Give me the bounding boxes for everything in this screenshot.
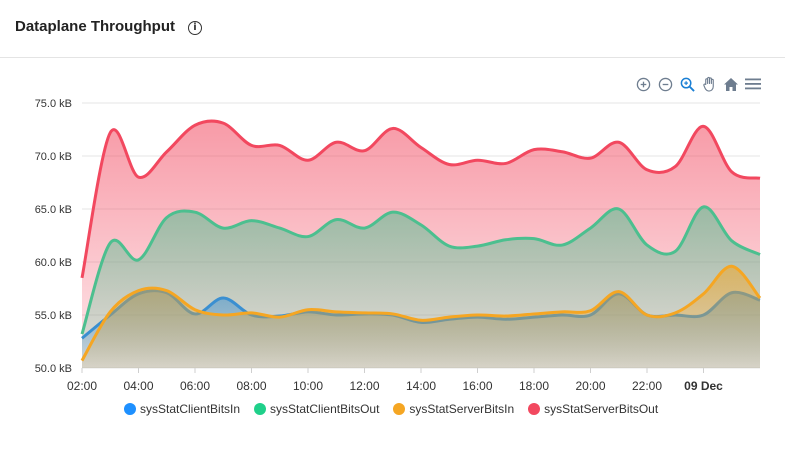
x-tick-label: 06:00 xyxy=(180,379,210,393)
legend-marker xyxy=(124,403,136,415)
x-tick-label: 22:00 xyxy=(632,379,662,393)
x-tick-label: 20:00 xyxy=(575,379,605,393)
legend-item-sysStatClientBitsOut[interactable]: sysStatClientBitsOut xyxy=(254,402,379,416)
legend-item-sysStatClientBitsIn[interactable]: sysStatClientBitsIn xyxy=(124,402,240,416)
y-tick-label: 75.0 kB xyxy=(35,98,72,110)
y-tick-label: 65.0 kB xyxy=(35,204,72,216)
x-tick-label: 14:00 xyxy=(406,379,436,393)
legend-label: sysStatClientBitsIn xyxy=(140,402,241,416)
zoom-out-icon[interactable] xyxy=(657,76,673,92)
x-tick-label: 16:00 xyxy=(462,379,492,393)
home-icon[interactable] xyxy=(723,76,739,92)
series-line-sysStatServerBitsOut xyxy=(80,119,761,279)
y-tick-label: 50.0 kB xyxy=(35,363,72,375)
pan-hand-icon[interactable] xyxy=(701,76,717,92)
y-tick-label: 60.0 kB xyxy=(35,257,72,269)
info-icon[interactable]: i xyxy=(188,21,202,35)
series-line-sysStatServerBitsIn xyxy=(80,264,762,362)
y-tick-label: 70.0 kB xyxy=(35,151,72,163)
chart-toolbar xyxy=(635,76,761,92)
legend-label: sysStatServerBitsIn xyxy=(409,402,515,416)
series-line-sysStatClientBitsOut xyxy=(80,205,761,335)
x-tick-label: 10:00 xyxy=(293,379,323,393)
panel-title: Dataplane Throughput xyxy=(15,18,175,35)
legend-marker xyxy=(254,403,267,415)
chart-legend: sysStatClientBitsIn sysStatClientBitsOut s… xyxy=(124,402,658,416)
legend-marker xyxy=(393,403,406,415)
legend-label: sysStatServerBitsOut xyxy=(544,402,659,416)
series-area-sysStatServerBitsIn xyxy=(82,266,760,368)
zoom-select-icon[interactable] xyxy=(679,76,695,92)
legend-item-sysStatServerBitsIn[interactable]: sysStatServerBitsIn xyxy=(393,402,514,416)
legend-label: sysStatClientBitsOut xyxy=(270,402,380,416)
legend-marker xyxy=(528,403,541,415)
x-tick-label: 08:00 xyxy=(236,379,266,393)
x-tick-label: 02:00 xyxy=(67,379,97,393)
y-tick-label: 55.0 kB xyxy=(35,310,72,322)
x-tick-label: 04:00 xyxy=(123,379,153,393)
menu-icon[interactable] xyxy=(745,76,761,92)
x-tick-label: 18:00 xyxy=(519,379,549,393)
x-tick-label: 12:00 xyxy=(349,379,379,393)
legend-item-sysStatServerBitsOut[interactable]: sysStatServerBitsOut xyxy=(528,402,658,416)
zoom-in-icon[interactable] xyxy=(635,76,651,92)
panel-header: Dataplane Throughput i xyxy=(0,0,785,58)
x-tick-label: 09 Dec xyxy=(684,379,723,393)
